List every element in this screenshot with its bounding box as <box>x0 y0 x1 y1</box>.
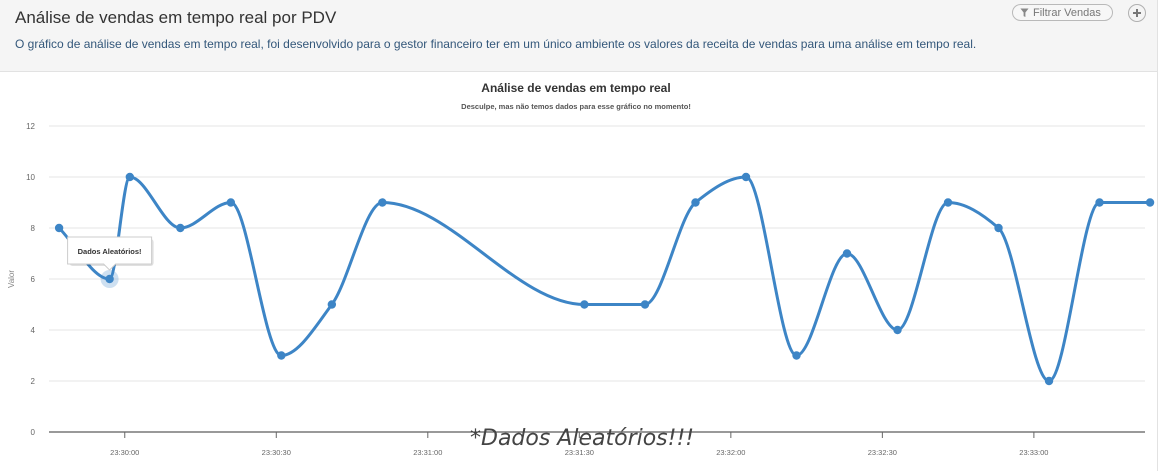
panel-header: Análise de vendas em tempo real por PDV … <box>0 0 1158 72</box>
panel-border <box>1157 72 1158 471</box>
x-tick-labels: 23:30:00 23:30:30 23:31:00 23:31:30 23:32:00… <box>110 448 1048 457</box>
x-tick-label: 23:31:30 <box>565 448 594 457</box>
axes <box>49 431 1145 438</box>
data-point[interactable] <box>640 300 650 309</box>
y-tick-label: 2 <box>31 377 36 386</box>
x-tick-label: 23:32:00 <box>716 448 745 457</box>
data-point[interactable] <box>327 300 337 309</box>
x-tick-label: 23:32:30 <box>868 448 897 457</box>
plus-circle-icon <box>1133 9 1141 17</box>
x-tick-label: 23:33:00 <box>1019 448 1048 457</box>
add-button[interactable] <box>1128 4 1146 22</box>
x-tick-label: 23:30:00 <box>110 448 139 457</box>
chart-subtitle: Desculpe, mas não temos dados para esse … <box>461 102 691 111</box>
grid-lines <box>49 125 1145 382</box>
y-tick-label: 4 <box>31 326 36 335</box>
y-tick-label: 10 <box>26 173 35 182</box>
data-point[interactable] <box>1044 376 1054 386</box>
tooltip-box <box>67 236 153 271</box>
x-tick-label: 23:30:30 <box>262 448 291 457</box>
data-point[interactable] <box>580 300 589 309</box>
data-point[interactable] <box>1095 198 1104 207</box>
sales-line-chart: 0 2 4 6 8 10 12 23:30:00 23:30:30 23:31:00 23:31:… <box>7 81 1155 457</box>
page-title: Análise de vendas em tempo real por PDV <box>15 8 337 27</box>
y-tick-label: 6 <box>31 275 36 284</box>
data-point[interactable] <box>994 223 1003 233</box>
data-point[interactable] <box>105 274 114 284</box>
tooltip-text: Dados Aleatórios! <box>78 247 142 256</box>
x-tick-label: 23:31:00 <box>413 448 442 457</box>
data-point[interactable] <box>176 223 185 233</box>
y-tick-labels: 0 2 4 6 8 10 12 <box>26 122 35 437</box>
data-point[interactable] <box>277 351 286 360</box>
random-data-watermark: *Dados Aleatórios!!! <box>470 426 695 451</box>
tooltip: Dados Aleatórios! <box>67 236 154 271</box>
series-layer <box>54 172 1155 386</box>
data-point[interactable] <box>125 172 135 182</box>
data-point[interactable] <box>741 172 751 182</box>
y-tick-label: 12 <box>26 122 35 131</box>
filter-sales-label: Filtrar Vendas <box>1033 6 1101 19</box>
data-point[interactable] <box>893 325 902 335</box>
y-tick-label: 0 <box>31 428 36 437</box>
data-point[interactable] <box>792 351 801 360</box>
filter-sales-button[interactable]: Filtrar Vendas <box>1012 4 1113 21</box>
data-point[interactable] <box>378 198 387 207</box>
funnel-icon <box>1020 8 1029 17</box>
y-tick-label: 8 <box>31 224 36 233</box>
data-point[interactable] <box>943 198 953 207</box>
data-point[interactable] <box>842 249 852 258</box>
page-description: O gráfico de análise de vendas em tempo … <box>15 37 977 51</box>
y-axis-label: Valor <box>7 270 16 288</box>
data-point[interactable] <box>226 198 236 207</box>
data-point[interactable] <box>1145 198 1155 207</box>
data-point[interactable] <box>691 198 700 207</box>
data-point[interactable] <box>54 223 64 233</box>
chart-title: Análise de vendas em tempo real <box>481 81 670 95</box>
